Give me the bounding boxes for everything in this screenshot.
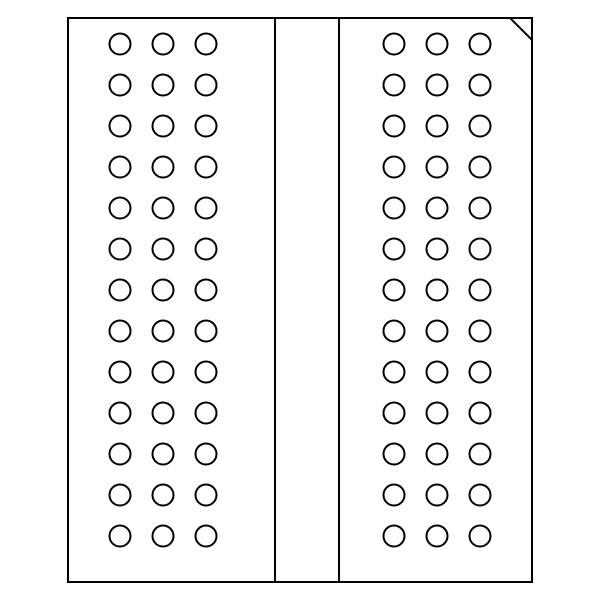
hole-left bbox=[153, 280, 174, 301]
hole-left bbox=[196, 444, 217, 465]
hole-left bbox=[153, 116, 174, 137]
hole-right bbox=[427, 34, 448, 55]
center-channel bbox=[275, 18, 339, 582]
hole-left bbox=[196, 157, 217, 178]
hole-right bbox=[384, 362, 405, 383]
hole-right bbox=[427, 362, 448, 383]
hole-left bbox=[110, 485, 131, 506]
hole-left bbox=[196, 321, 217, 342]
hole-right bbox=[427, 157, 448, 178]
panel-diagram bbox=[0, 0, 600, 600]
hole-right bbox=[470, 444, 491, 465]
hole-right bbox=[427, 321, 448, 342]
hole-left bbox=[110, 239, 131, 260]
hole-right bbox=[427, 526, 448, 547]
hole-left bbox=[110, 362, 131, 383]
hole-right bbox=[427, 280, 448, 301]
hole-left bbox=[153, 157, 174, 178]
hole-left bbox=[196, 403, 217, 424]
hole-right bbox=[470, 116, 491, 137]
hole-right bbox=[470, 198, 491, 219]
hole-right bbox=[470, 362, 491, 383]
hole-right bbox=[470, 75, 491, 96]
hole-right bbox=[384, 157, 405, 178]
hole-left bbox=[110, 403, 131, 424]
hole-right bbox=[470, 485, 491, 506]
hole-left bbox=[153, 403, 174, 424]
hole-left bbox=[110, 198, 131, 219]
hole-right bbox=[427, 75, 448, 96]
hole-left bbox=[196, 239, 217, 260]
hole-left bbox=[153, 34, 174, 55]
hole-left bbox=[196, 485, 217, 506]
hole-right bbox=[427, 403, 448, 424]
hole-right bbox=[427, 198, 448, 219]
hole-left bbox=[110, 34, 131, 55]
hole-right bbox=[470, 280, 491, 301]
hole-right bbox=[470, 34, 491, 55]
hole-right bbox=[427, 239, 448, 260]
diagram-stage bbox=[0, 0, 600, 600]
hole-right bbox=[427, 485, 448, 506]
hole-left bbox=[153, 362, 174, 383]
hole-right bbox=[470, 403, 491, 424]
hole-right bbox=[384, 116, 405, 137]
hole-left bbox=[196, 280, 217, 301]
hole-left bbox=[110, 280, 131, 301]
hole-left bbox=[153, 198, 174, 219]
hole-right bbox=[384, 321, 405, 342]
hole-right bbox=[427, 116, 448, 137]
hole-right bbox=[384, 444, 405, 465]
hole-right bbox=[427, 444, 448, 465]
hole-left bbox=[196, 526, 217, 547]
hole-left bbox=[153, 75, 174, 96]
hole-left bbox=[153, 485, 174, 506]
hole-right bbox=[470, 526, 491, 547]
hole-left bbox=[196, 75, 217, 96]
hole-right bbox=[384, 526, 405, 547]
hole-left bbox=[196, 198, 217, 219]
hole-left bbox=[153, 321, 174, 342]
hole-right bbox=[384, 280, 405, 301]
hole-right bbox=[470, 239, 491, 260]
hole-left bbox=[110, 321, 131, 342]
hole-left bbox=[110, 75, 131, 96]
hole-right bbox=[470, 157, 491, 178]
hole-right bbox=[470, 321, 491, 342]
hole-right bbox=[384, 485, 405, 506]
hole-left bbox=[153, 526, 174, 547]
hole-left bbox=[153, 239, 174, 260]
hole-left bbox=[110, 444, 131, 465]
hole-left bbox=[196, 362, 217, 383]
hole-right bbox=[384, 403, 405, 424]
hole-left bbox=[196, 116, 217, 137]
hole-left bbox=[110, 526, 131, 547]
hole-left bbox=[110, 116, 131, 137]
hole-right bbox=[384, 75, 405, 96]
hole-left bbox=[196, 34, 217, 55]
hole-right bbox=[384, 198, 405, 219]
hole-left bbox=[153, 444, 174, 465]
hole-right bbox=[384, 34, 405, 55]
hole-left bbox=[110, 157, 131, 178]
hole-right bbox=[384, 239, 405, 260]
